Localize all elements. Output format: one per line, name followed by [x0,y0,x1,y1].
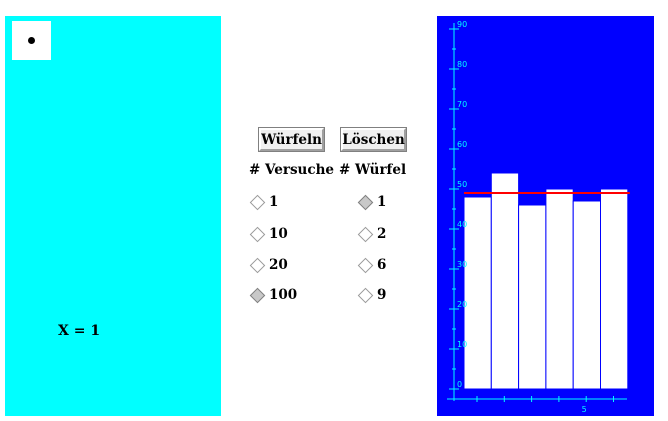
x-tick-label: 5 [582,405,587,414]
histogram-chart: 0 10 20 30 40 50 60 70 80 90 5 [447,20,630,414]
y-tick-label: 10 [457,340,467,349]
y-tick-label: 20 [457,300,467,309]
trials-option-label: 10 [269,226,288,242]
histogram-bar [463,196,492,390]
y-tick-label: 70 [457,100,467,109]
y-tick-label: 40 [457,220,467,229]
y-tick-label: 80 [457,60,467,69]
trials-option-1[interactable]: 1 [247,192,278,212]
radio-diamond-icon [249,287,266,303]
radio-diamond-icon [357,287,374,303]
trials-option-label: 100 [269,287,298,303]
histogram-bar [518,204,547,390]
trials-heading: # Versuche [249,162,334,178]
roll-button[interactable]: Würfeln [258,127,325,152]
trials-option-label: 1 [269,194,279,210]
trials-option-20[interactable]: 20 [247,255,288,275]
dice-option-label: 1 [377,194,387,210]
simulation-panel: X = 1 [5,16,221,416]
trials-option-label: 20 [269,257,288,273]
result-label: X = 1 [58,323,101,339]
radio-diamond-icon [249,257,266,273]
y-tick-label: 50 [457,180,467,189]
histogram-bar [572,200,601,390]
radio-diamond-icon [357,226,374,242]
dice-option-1[interactable]: 1 [355,192,386,212]
dice-option-label: 6 [377,257,387,273]
clear-button[interactable]: Löschen [340,127,407,152]
histogram-panel: 0 10 20 30 40 50 60 70 80 90 5 [437,16,654,416]
dice-option-label: 9 [377,287,387,303]
dice-option-label: 2 [377,226,387,242]
y-tick-label: 30 [457,260,467,269]
die-pip [28,37,35,44]
dice-option-9[interactable]: 9 [355,285,386,305]
dice-option-6[interactable]: 6 [355,255,386,275]
die-face [12,21,51,60]
dice-heading: # Würfel [339,162,407,178]
histogram-bar [490,172,520,390]
y-tick-label: 60 [457,140,467,149]
radio-diamond-icon [249,194,266,210]
radio-diamond-icon [249,226,266,242]
radio-diamond-icon [357,194,374,210]
y-tick-label: 0 [457,380,462,389]
histogram-bar [545,188,574,390]
trials-option-10[interactable]: 10 [247,224,288,244]
histogram-bar [600,188,629,390]
radio-diamond-icon [357,257,374,273]
trials-option-100[interactable]: 100 [247,285,297,305]
dice-option-2[interactable]: 2 [355,224,386,244]
y-tick-label: 90 [457,20,467,29]
